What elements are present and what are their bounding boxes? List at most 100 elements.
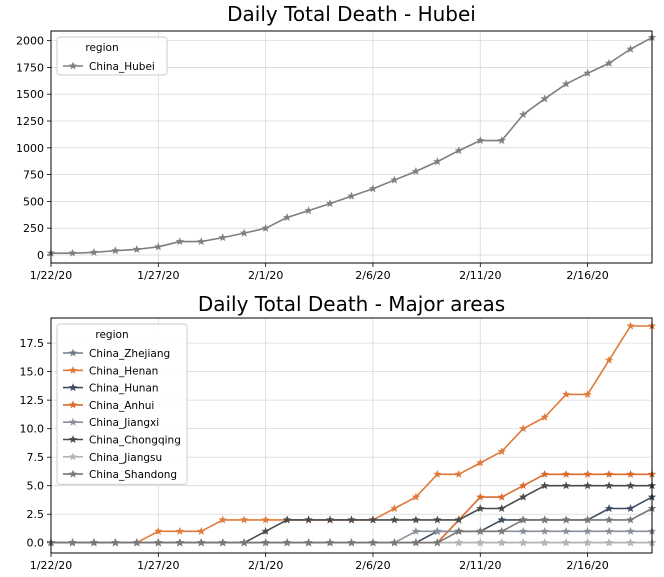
data-point: [111, 246, 120, 255]
y-tick-label: 2.5: [27, 508, 45, 521]
legend-entry-label: China_Jiangsu: [89, 452, 162, 464]
data-point: [175, 237, 184, 246]
x-tick-label: 2/6/20: [355, 559, 390, 572]
data-point: [347, 191, 356, 200]
data-point: [604, 538, 614, 547]
legend-swatch-marker: [68, 365, 78, 374]
x-tick-label: 1/27/20: [137, 559, 179, 572]
data-point: [411, 538, 421, 547]
x-tick-label: 2/11/20: [459, 269, 501, 282]
y-tick-label: 10.0: [20, 423, 45, 436]
data-point: [604, 355, 614, 364]
legend-entry-label: China_Hubei: [89, 61, 155, 73]
data-point: [497, 504, 506, 513]
data-point: [325, 538, 335, 547]
data-point: [325, 199, 335, 208]
data-point: [368, 184, 378, 193]
data-point: [519, 526, 528, 535]
legend-entry-label: China_Zhejiang: [89, 348, 170, 360]
data-point: [519, 110, 528, 119]
data-point: [433, 157, 442, 166]
data-point: [433, 469, 442, 478]
data-point: [197, 538, 206, 547]
x-tick-label: 1/27/20: [137, 269, 179, 282]
data-point: [239, 538, 249, 547]
legend-title: region: [95, 329, 128, 341]
data-point: [497, 447, 506, 456]
plot-frame: [50, 30, 653, 264]
data-point: [411, 515, 421, 524]
data-point: [390, 175, 399, 184]
legend-box: [56, 323, 188, 485]
data-point: [304, 515, 313, 524]
x-tick-label: 1/22/20: [30, 269, 72, 282]
data-point: [154, 526, 163, 535]
data-point: [132, 538, 142, 547]
data-point: [239, 515, 249, 524]
y-tick-label: 5.0: [27, 480, 45, 493]
data-point: [583, 481, 592, 490]
data-point: [111, 538, 120, 547]
legend-swatch-marker: [68, 400, 78, 409]
data-point: [561, 469, 571, 478]
y-tick-label: 17.5: [20, 337, 45, 350]
data-point: [218, 538, 227, 547]
data-point: [390, 504, 399, 513]
data-point: [519, 515, 528, 524]
data-point: [347, 538, 356, 547]
y-tick-label: 0.0: [27, 537, 45, 550]
legend-entry-label: China_Jiangxi: [89, 417, 159, 429]
data-point: [583, 469, 592, 478]
data-point: [561, 390, 571, 399]
data-point: [476, 504, 485, 513]
legend: region China_Hubei: [56, 36, 168, 76]
data-point: [454, 538, 464, 547]
data-point: [218, 515, 227, 524]
legend-entry-label: China_Shandong: [89, 469, 177, 481]
legend-entry-label: China_Henan: [89, 365, 158, 377]
plot-frame: [50, 317, 653, 554]
data-point: [626, 469, 635, 478]
chart-title: Daily Total Death - Major areas: [198, 292, 505, 316]
data-point: [626, 515, 635, 524]
data-point: [583, 538, 592, 547]
data-point: [604, 58, 614, 67]
y-tick-label: 1250: [16, 115, 44, 128]
data-point: [154, 538, 163, 547]
data-point: [411, 492, 421, 501]
x-tick-label: 2/6/20: [355, 269, 390, 282]
data-point: [433, 515, 442, 524]
data-point: [476, 136, 485, 145]
y-tick-label: 0: [37, 249, 44, 262]
series-line: [51, 507, 653, 544]
data-point: [604, 481, 614, 490]
data-point: [561, 526, 571, 535]
data-point: [561, 538, 571, 547]
y-tick-label: 1000: [16, 142, 44, 155]
legend: region China_Zhejiang China_Henan China_Hun…: [56, 323, 188, 485]
chart-title: Daily Total Death - Hubei: [227, 2, 476, 26]
x-tick-label: 2/1/20: [248, 559, 283, 572]
series-china-shandong: [46, 504, 657, 547]
data-point: [583, 526, 592, 535]
data-point: [261, 515, 270, 524]
data-point: [218, 233, 227, 242]
data-point: [583, 68, 592, 77]
data-point: [68, 248, 77, 257]
y-tick-label: 2000: [16, 35, 44, 48]
data-point: [626, 504, 635, 513]
legend-swatch-marker: [68, 61, 78, 70]
data-point: [261, 223, 270, 232]
data-point: [347, 515, 356, 524]
data-point: [540, 515, 549, 524]
data-point: [261, 538, 270, 547]
data-point: [519, 538, 528, 547]
data-point: [368, 538, 378, 547]
data-point: [604, 526, 614, 535]
data-point: [626, 44, 635, 53]
data-point: [626, 481, 635, 490]
data-point: [433, 526, 442, 535]
data-point: [476, 492, 485, 501]
y-tick-label: 7.5: [27, 451, 45, 464]
